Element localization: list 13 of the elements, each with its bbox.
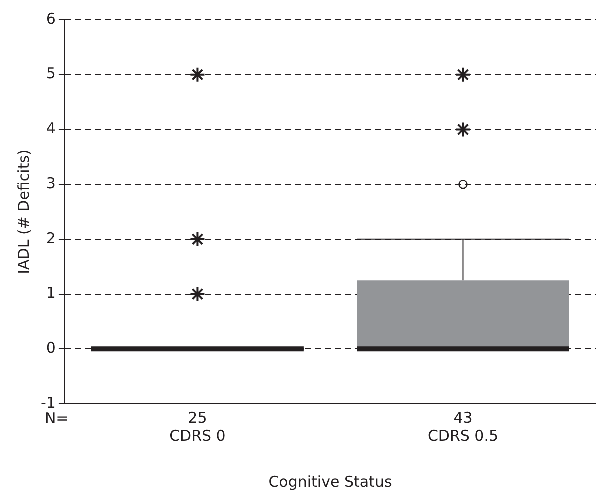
y-tick-label: 6 <box>46 10 56 28</box>
y-tick-label: 0 <box>46 339 56 358</box>
y-axis-title: IADL (# Deficits) <box>14 150 33 274</box>
x-tick-label: 25 CDRS 0 <box>170 408 226 445</box>
text: N= <box>44 409 69 428</box>
x-tick-label: 43 CDRS 0.5 <box>428 408 499 445</box>
y-tick-label: 4 <box>46 120 56 138</box>
y-tick-label: 3 <box>46 174 56 192</box>
x-axis-title: Cognitive Status <box>268 472 392 491</box>
y-tick-label: -1 <box>40 394 56 412</box>
y-tick-label: 2 <box>46 229 56 248</box>
y-tick-label: 5 <box>46 64 56 83</box>
y-tick-label: 1 <box>46 284 56 302</box>
